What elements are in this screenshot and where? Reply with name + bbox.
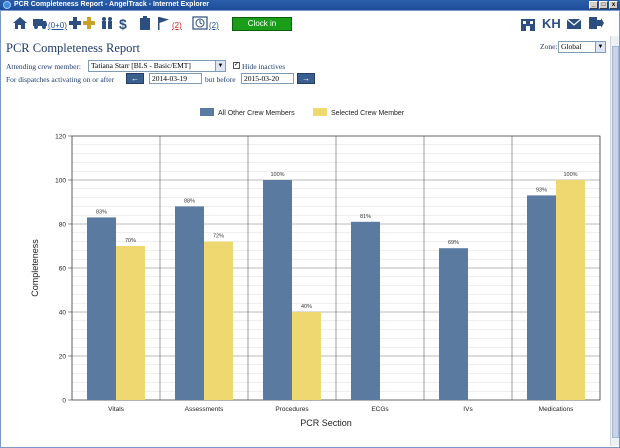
y-tick-label: 120 [55, 134, 66, 141]
window-titlebar: PCR Completeness Report - AngelTrack - I… [0, 0, 620, 10]
dollar-icon[interactable]: $ [119, 16, 127, 32]
legend-label: All Other Crew Members [218, 110, 295, 117]
close-button[interactable]: x [609, 1, 618, 9]
bar [263, 180, 292, 400]
bar [204, 241, 233, 400]
bar [292, 312, 321, 400]
clock-link[interactable]: (2) [209, 21, 219, 30]
maximize-button[interactable]: □ [599, 1, 608, 9]
crew-label: Attending crew member: [6, 62, 81, 71]
bar-value-label: 40% [301, 304, 312, 310]
crew-select[interactable]: Tatiana Starr [BLS - Basic/EMT] ▼ [88, 60, 226, 72]
y-tick-label: 0 [62, 398, 66, 405]
next-period-button[interactable]: → [297, 73, 315, 84]
clock-icon[interactable] [192, 16, 208, 30]
bar [351, 221, 380, 400]
legend-label: Selected Crew Member [331, 110, 405, 117]
chevron-down-icon: ▼ [215, 61, 225, 71]
home-icon[interactable] [12, 16, 28, 30]
legend-swatch [313, 108, 327, 116]
logout-icon[interactable] [588, 16, 604, 30]
ie-icon [3, 1, 11, 9]
add-icon[interactable] [68, 16, 82, 30]
zone-label: Zone: [540, 42, 558, 51]
completeness-chart: All Other Crew Members Selected Crew Memb… [30, 108, 601, 428]
prev-period-button[interactable]: ← [126, 73, 144, 84]
mail-icon[interactable] [566, 16, 582, 30]
zone-value: Global [561, 42, 582, 51]
vehicles-link[interactable]: (0+0) [48, 21, 67, 30]
bar [556, 180, 585, 400]
y-tick-label: 80 [59, 222, 67, 229]
bar-value-label: 70% [125, 238, 136, 244]
minimize-button[interactable]: _ [589, 1, 598, 9]
y-tick-label: 40 [59, 310, 67, 317]
plot-frame [71, 135, 601, 401]
hide-inactives-checkbox[interactable]: ✓ [233, 62, 240, 69]
chevron-down-icon: ▼ [595, 42, 605, 52]
crew-value: Tatiana Starr [BLS - Basic/EMT] [91, 61, 191, 70]
dispatch-label: For dispatches activating on or after [6, 75, 115, 84]
bar-value-label: 93% [536, 187, 547, 193]
bar-value-label: 81% [360, 214, 371, 220]
bar-value-label: 100% [563, 172, 577, 178]
bar-value-label: 88% [184, 198, 195, 204]
hide-inactives-label: Hide inactives [242, 62, 286, 71]
flag-icon[interactable] [156, 16, 170, 30]
clipboard-icon[interactable] [139, 16, 151, 30]
gold-cross-icon[interactable] [82, 16, 96, 30]
bar [87, 217, 116, 400]
but-before-label: but before [205, 75, 236, 84]
x-tick-label: Vitals [108, 406, 125, 413]
toolbar: (0+0) $ (2) (2) Clock in KH [8, 14, 612, 36]
bar-value-label: 83% [96, 209, 107, 215]
start-date-input[interactable]: 2014-03-19 [149, 73, 202, 84]
zone-select[interactable]: Global ▼ [558, 41, 606, 53]
flags-link[interactable]: (2) [172, 21, 182, 30]
x-tick-label: ECGs [371, 406, 389, 413]
bar [116, 246, 145, 400]
bar [175, 206, 204, 400]
scrollbar-thumb[interactable] [612, 46, 619, 438]
end-date-input[interactable]: 2015-03-20 [241, 73, 294, 84]
ambulance-icon[interactable] [32, 16, 48, 30]
y-axis-title: Completeness [30, 239, 40, 297]
y-tick-label: 60 [59, 266, 67, 273]
page-title: PCR Completeness Report [6, 41, 141, 55]
bar-value-label: 69% [448, 240, 459, 246]
y-tick-label: 20 [59, 354, 67, 361]
x-tick-label: Procedures [275, 406, 309, 413]
window-title: PCR Completeness Report - AngelTrack - I… [14, 1, 210, 8]
window-controls: _ □ x [589, 1, 618, 9]
bar [439, 248, 468, 400]
x-tick-label: Medications [539, 406, 574, 413]
bar-value-label: 100% [270, 172, 284, 178]
vertical-scrollbar[interactable] [610, 36, 619, 446]
x-tick-label: IVs [463, 406, 473, 413]
clock-in-button[interactable]: Clock in [232, 17, 292, 31]
bar-value-label: 72% [213, 234, 224, 240]
y-tick-label: 100 [55, 178, 66, 185]
x-tick-label: Assessments [185, 406, 224, 413]
kh-icon[interactable]: KH [542, 16, 561, 31]
legend-swatch [200, 108, 214, 116]
bar [527, 195, 556, 400]
hospital-icon[interactable] [520, 16, 536, 32]
crew-icon[interactable] [100, 16, 114, 30]
x-axis-title: PCR Section [300, 418, 352, 428]
